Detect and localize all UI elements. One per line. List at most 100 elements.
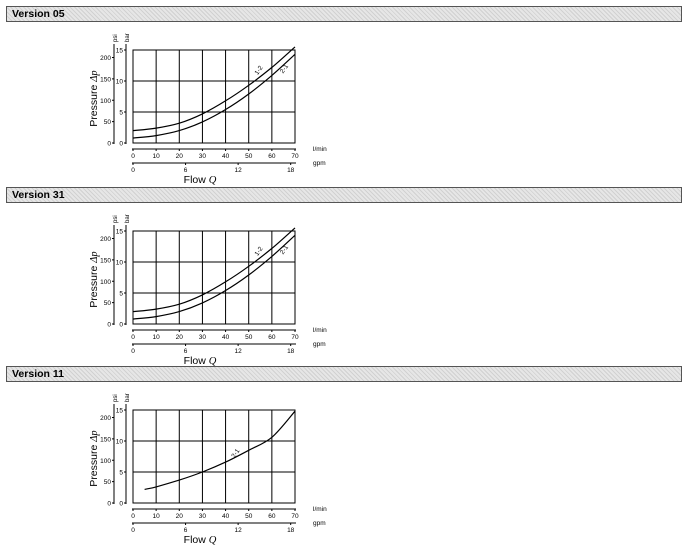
x-axis-title: Flow Q <box>184 355 217 367</box>
series-line-2-1 <box>132 234 296 320</box>
x-secondary-tick-label: 0 <box>131 348 135 355</box>
x-tick-label: 0 <box>131 153 135 160</box>
x-tick-label: 0 <box>131 334 135 341</box>
y-axis-title: Pressure Δp <box>88 70 100 126</box>
y-tick-label: 15 <box>116 229 124 236</box>
x-tick-label: 60 <box>268 334 276 341</box>
x-secondary-tick-label: 0 <box>131 167 135 174</box>
x-secondary-tick-label: 6 <box>184 348 188 355</box>
y-secondary-tick-label: 100 <box>100 458 111 465</box>
y-secondary-tick-label: 150 <box>100 436 111 443</box>
x-tick-label: 50 <box>245 153 253 160</box>
y-secondary-tick-label: 0 <box>107 322 111 329</box>
x-tick-label: 30 <box>199 513 207 520</box>
series-line-2-1 <box>144 410 296 490</box>
y-secondary-tick-label: 50 <box>104 119 112 126</box>
y-secondary-tick-label: 200 <box>100 55 111 62</box>
series-label-2-1: 2-1 <box>230 447 241 459</box>
x-unit-gpm: gpm <box>313 341 326 348</box>
x-axis-title: Flow Q <box>184 534 217 546</box>
x-secondary-tick-label: 18 <box>287 348 295 355</box>
y-tick-label: 5 <box>119 110 123 117</box>
x-tick-label: 40 <box>222 513 230 520</box>
section-header: Version 31 <box>6 187 682 203</box>
x-tick-label: 0 <box>131 513 135 520</box>
y-unit-psi: psi <box>113 394 119 402</box>
plot-frame <box>132 49 296 144</box>
y-unit-bar: bar <box>125 33 131 42</box>
x-tick-label: 70 <box>291 153 299 160</box>
x-tick-label: 60 <box>268 513 276 520</box>
y-tick-label: 5 <box>119 470 123 477</box>
series-line-1-2 <box>132 46 296 132</box>
x-tick-label: 40 <box>222 153 230 160</box>
x-unit-gpm: gpm <box>313 520 326 527</box>
y-tick-label: 5 <box>119 291 123 298</box>
x-unit-gpm: gpm <box>313 160 326 167</box>
y-unit-psi: psi <box>113 215 119 223</box>
y-secondary-tick-label: 0 <box>107 501 111 508</box>
x-secondary-tick-label: 6 <box>184 527 188 534</box>
x-tick-label: 20 <box>176 513 184 520</box>
y-unit-psi: psi <box>113 34 119 42</box>
x-secondary-tick-label: 12 <box>235 348 243 355</box>
plot-frame <box>132 230 296 325</box>
x-unit-lmin: l/min <box>313 327 327 334</box>
y-tick-label: 15 <box>116 48 124 55</box>
section-header: Version 05 <box>6 6 682 22</box>
series-label-1-2: 1-2 <box>253 64 264 76</box>
y-secondary-tick-label: 100 <box>100 279 111 286</box>
y-tick-label: 10 <box>116 439 124 446</box>
y-tick-label: 0 <box>119 501 123 508</box>
x-axis-title: Flow Q <box>184 174 217 186</box>
x-secondary-tick-label: 6 <box>184 167 188 174</box>
y-tick-label: 0 <box>119 322 123 329</box>
x-tick-label: 30 <box>199 334 207 341</box>
x-unit-lmin: l/min <box>313 146 327 153</box>
y-secondary-tick-label: 200 <box>100 415 111 422</box>
section-title: Version 31 <box>12 189 65 201</box>
plot-frame <box>132 409 296 504</box>
y-unit-bar: bar <box>125 214 131 223</box>
series-label-2-1: 2-1 <box>279 244 290 256</box>
series-line-2-1 <box>132 53 296 139</box>
x-tick-label: 10 <box>153 513 161 520</box>
section-title: Version 05 <box>12 8 65 20</box>
x-tick-label: 50 <box>245 334 253 341</box>
x-secondary-tick-label: 18 <box>287 527 295 534</box>
x-secondary-tick-label: 18 <box>287 167 295 174</box>
x-secondary-tick-label: 0 <box>131 527 135 534</box>
x-tick-label: 10 <box>153 334 161 341</box>
y-secondary-tick-label: 50 <box>104 300 112 307</box>
x-unit-lmin: l/min <box>313 506 327 513</box>
y-secondary-tick-label: 0 <box>107 141 111 148</box>
x-tick-label: 10 <box>153 153 161 160</box>
y-axis-title: Pressure Δp <box>88 430 100 486</box>
x-tick-label: 70 <box>291 513 299 520</box>
x-secondary-tick-label: 12 <box>235 527 243 534</box>
y-tick-label: 10 <box>116 79 124 86</box>
y-tick-label: 15 <box>116 408 124 415</box>
y-axis-title: Pressure Δp <box>88 251 100 307</box>
section-header: Version 11 <box>6 366 682 382</box>
y-unit-bar: bar <box>125 393 131 402</box>
x-tick-label: 20 <box>176 334 184 341</box>
series-label-2-1: 2-1 <box>279 63 290 75</box>
x-tick-label: 20 <box>176 153 184 160</box>
y-secondary-tick-label: 50 <box>104 479 112 486</box>
series-label-1-2: 1-2 <box>253 245 264 257</box>
x-tick-label: 30 <box>199 153 207 160</box>
y-secondary-tick-label: 200 <box>100 236 111 243</box>
y-tick-label: 10 <box>116 260 124 267</box>
y-secondary-tick-label: 100 <box>100 98 111 105</box>
x-tick-label: 70 <box>291 334 299 341</box>
x-secondary-tick-label: 12 <box>235 167 243 174</box>
series-line-1-2 <box>132 227 296 313</box>
x-tick-label: 50 <box>245 513 253 520</box>
x-tick-label: 60 <box>268 153 276 160</box>
y-secondary-tick-label: 150 <box>100 257 111 264</box>
x-tick-label: 40 <box>222 334 230 341</box>
